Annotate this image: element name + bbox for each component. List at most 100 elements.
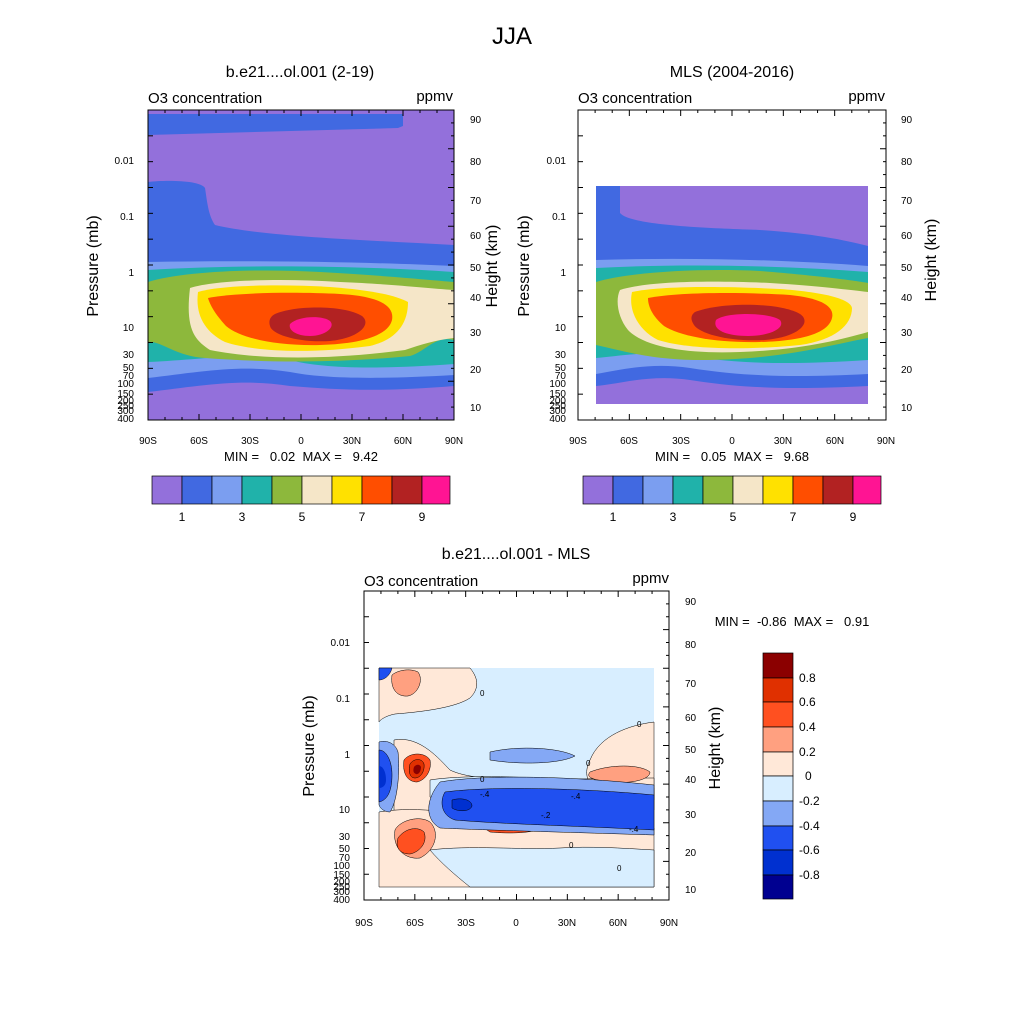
colorbar-swatch <box>271 475 303 505</box>
height-tick-label: 50 <box>470 263 482 274</box>
colorbar-label: 1 <box>179 510 186 524</box>
height-tick-label: 90 <box>470 115 482 126</box>
y-tick-label: 200 <box>117 396 134 407</box>
y-tick-label: 10 <box>339 805 351 816</box>
x-tick-label: 90S <box>355 918 373 929</box>
y-tick-label: 70 <box>339 853 351 864</box>
y-tick-label: 50 <box>123 363 135 374</box>
y-tick-label: 1 <box>560 268 566 279</box>
x-tick-label: 30N <box>558 918 576 929</box>
colorbar-swatch <box>181 475 213 505</box>
colorbar-label: 0.6 <box>799 695 816 709</box>
y-tick-label: 150 <box>117 389 134 400</box>
y-tick-label: 150 <box>333 870 350 881</box>
axis-tick-marks <box>147 109 887 901</box>
diff-band-pos-0.6 <box>396 828 426 855</box>
colorbar-label: 5 <box>730 510 737 524</box>
colorbar-swatch <box>762 849 794 876</box>
height-tick-label: 10 <box>470 403 482 414</box>
height-tick-label: 60 <box>470 231 482 242</box>
panel-diff-ylabel: Pressure (mb) <box>301 695 318 796</box>
panel-model-height-ticks: 10 20 30 40 50 60 70 80 90 <box>470 115 482 414</box>
contour-label: -.4 <box>571 792 581 801</box>
diff-band-neg-0.8 <box>379 766 386 788</box>
colorbar-label: -0.4 <box>799 819 820 833</box>
panel-diff-plot: 0 0 0 0 0 0 -.4 -.4 -.4 -.2 <box>363 590 670 901</box>
colorbar-swatch <box>421 475 451 505</box>
colorbar-label: 3 <box>670 510 677 524</box>
panel-diff-y-ticks: 0.01 0.1 1 10 30 50 70 100 150 200 250 3… <box>331 638 351 906</box>
y-tick-label: 30 <box>339 832 351 843</box>
colorbar-label: -0.6 <box>799 843 820 857</box>
height-tick-label: 10 <box>901 403 913 414</box>
height-tick-label: 60 <box>901 231 913 242</box>
colorbar-label: 7 <box>359 510 366 524</box>
colorbar-swatch <box>762 701 794 728</box>
y-tick-label: 100 <box>117 379 134 390</box>
panel-mls-y-ticks: 0.01 0.1 1 10 30 50 70 100 150 200 250 3… <box>547 156 567 425</box>
contour-label: 0 <box>617 864 622 873</box>
contour-label: 0 <box>637 720 642 729</box>
panel-mls-height-ticks: 10 20 30 40 50 60 70 80 90 <box>901 115 913 414</box>
x-tick-label: 30S <box>672 436 690 447</box>
height-tick-label: 80 <box>685 640 697 651</box>
height-tick-label: 80 <box>901 157 913 168</box>
panel-model-minmax: MIN = 0.02 MAX = 9.42 <box>224 449 378 464</box>
y-tick-label: 0.1 <box>552 212 566 223</box>
y-tick-label: 50 <box>555 363 567 374</box>
height-tick-label: 20 <box>470 365 482 376</box>
diff-band-neg-0.6 <box>378 667 393 681</box>
panel-model-right-label: ppmv <box>416 88 453 105</box>
colorbar-swatch <box>582 475 614 505</box>
y-tick-label: 300 <box>333 887 350 898</box>
y-tick-label: 400 <box>117 414 134 425</box>
y-tick-label: 0.1 <box>120 212 134 223</box>
colorbar-swatch <box>672 475 704 505</box>
colorbar-swatch <box>762 825 794 851</box>
colorbar-label: 7 <box>790 510 797 524</box>
y-tick-label: 150 <box>549 389 566 400</box>
colorbar-swatch <box>642 475 674 505</box>
colorbar-swatch <box>762 475 794 505</box>
panel-diff: b.e21....ol.001 - MLS O3 concentration p… <box>301 546 869 929</box>
colorbar-swatch <box>301 475 333 505</box>
colorbar-swatch <box>762 751 794 777</box>
height-tick-label: 30 <box>901 328 913 339</box>
panel-diff-title: b.e21....ol.001 - MLS <box>442 546 591 563</box>
panel-diff-colorbar: 0.8 0.6 0.4 0.2 0 -0.2 -0.4 -0.6 -0.8 <box>762 652 820 900</box>
panel-model-x-ticks: 90S 60S 30S 0 30N 60N 90N <box>139 436 463 447</box>
diff-band-neg-0.8 <box>451 798 473 811</box>
colorbar-label: -0.2 <box>799 794 820 808</box>
height-tick-label: 70 <box>685 679 697 690</box>
panel-diff-x-ticks: 90S 60S 30S 0 30N 60N 90N <box>355 918 678 929</box>
model-band-level-10 <box>289 317 332 336</box>
colorbar-swatch <box>762 800 794 827</box>
x-tick-label: 60N <box>609 918 627 929</box>
colorbar-label: 1 <box>610 510 617 524</box>
model-band-level-2 <box>148 114 454 392</box>
y-tick-label: 10 <box>555 323 567 334</box>
contour-label: 0 <box>480 775 485 784</box>
colorbar-swatch <box>391 475 423 505</box>
y-tick-label: 0.1 <box>336 694 350 705</box>
contour-label: 0 <box>586 759 591 768</box>
mls-band-level-2 <box>596 186 868 388</box>
y-tick-label: 1 <box>128 268 134 279</box>
panel-diff-left-label: O3 concentration <box>364 573 478 590</box>
panel-diff-minmax: MIN = -0.86 MAX = 0.91 <box>715 614 870 629</box>
mls-band-level-10 <box>715 314 782 336</box>
height-tick-label: 40 <box>470 293 482 304</box>
height-tick-label: 40 <box>901 293 913 304</box>
panel-mls-left-label: O3 concentration <box>578 90 692 107</box>
height-tick-label: 70 <box>470 196 482 207</box>
diff-band-neg-0.4 <box>489 747 576 764</box>
y-tick-label: 10 <box>123 323 135 334</box>
x-tick-label: 60S <box>620 436 638 447</box>
height-tick-label: 80 <box>470 157 482 168</box>
colorbar-label: 0.8 <box>799 671 816 685</box>
colorbar-swatch <box>762 652 794 679</box>
colorbar-swatch <box>792 475 824 505</box>
x-tick-label: 90N <box>877 436 895 447</box>
panel-mls-right-label: ppmv <box>848 88 885 105</box>
